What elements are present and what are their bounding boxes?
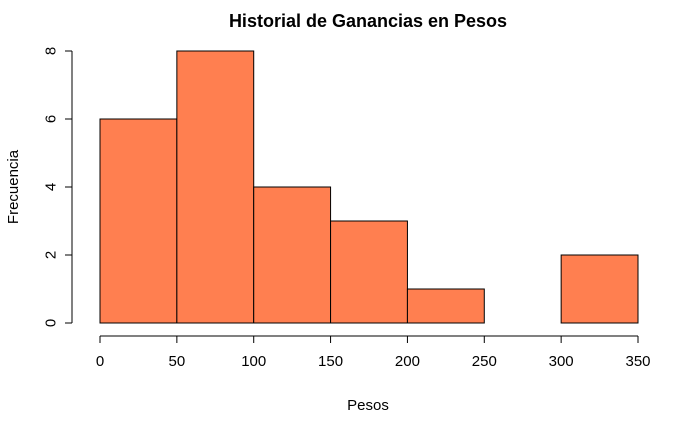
x-tick-label-5: 250: [472, 353, 497, 370]
y-axis: 0 2 4 6 8: [43, 47, 73, 327]
bars-group: [99, 50, 639, 324]
chart-title: Historial de Ganancias en Pesos: [229, 11, 507, 31]
x-tick-label-0: 0: [96, 353, 104, 370]
histogram-bar-6: [560, 254, 639, 324]
histogram-bar-2: [253, 186, 332, 324]
x-tick-label-1: 50: [169, 353, 186, 370]
histogram-bar-1: [176, 50, 255, 324]
y-tick-label-3: 6: [43, 115, 60, 123]
x-tick-label-7: 350: [625, 353, 650, 370]
histogram-bar-4: [406, 288, 485, 324]
x-tick-label-3: 150: [318, 353, 343, 370]
histogram-bar-3: [330, 220, 408, 324]
y-axis-label: Frecuencia: [5, 149, 22, 224]
x-tick-label-2: 100: [241, 353, 266, 370]
y-tick-label-0: 0: [43, 319, 60, 327]
y-tick-label-4: 8: [43, 47, 60, 55]
x-tick-label-4: 200: [395, 353, 420, 370]
x-axis: 0 50 100 150 200 250 300 350: [96, 335, 651, 370]
y-tick-label-1: 2: [43, 251, 60, 259]
y-tick-label-2: 4: [43, 183, 60, 191]
histogram-bar-0: [99, 118, 178, 324]
x-tick-label-6: 300: [549, 353, 574, 370]
x-axis-label: Pesos: [347, 397, 389, 414]
